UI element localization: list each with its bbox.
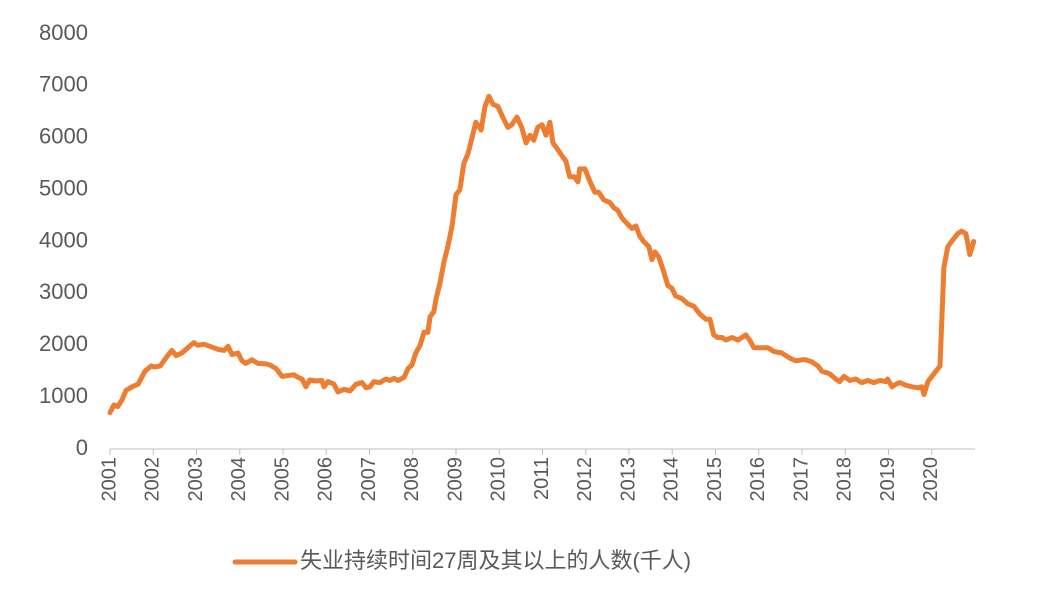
y-tick-label: 3000 xyxy=(39,279,88,304)
x-tick-label: 2020 xyxy=(920,457,942,502)
legend-label: 失业持续时间27周及其以上的人数(千人) xyxy=(300,548,691,573)
x-tick-label: 2006 xyxy=(315,457,337,502)
x-tick-label: 2013 xyxy=(617,457,639,502)
x-tick-label: 2014 xyxy=(661,457,683,502)
x-tick-label: 2003 xyxy=(185,457,207,502)
y-tick-label: 7000 xyxy=(39,72,88,97)
y-tick-label: 1000 xyxy=(39,383,88,408)
x-tick-label: 2002 xyxy=(142,457,164,502)
y-tick-label: 2000 xyxy=(39,331,88,356)
y-tick-label: 0 xyxy=(76,435,88,460)
x-tick-label: 2018 xyxy=(834,457,856,502)
line-series xyxy=(107,93,977,416)
x-tick-label: 2001 xyxy=(98,457,120,502)
x-tick-label: 2012 xyxy=(574,457,596,502)
x-tick-label: 2010 xyxy=(488,457,510,502)
x-tick-label: 2019 xyxy=(877,457,899,502)
x-tick-label: 2017 xyxy=(790,457,812,502)
x-tick-label: 2015 xyxy=(704,457,726,502)
x-tick-label: 2011 xyxy=(531,457,553,500)
x-tick-label: 2004 xyxy=(228,457,250,502)
y-tick-label: 5000 xyxy=(39,175,88,200)
x-tick-label: 2009 xyxy=(444,457,466,502)
x-tick-label: 2005 xyxy=(271,457,293,502)
x-tick-label: 2007 xyxy=(358,457,380,502)
x-tick-label: 2016 xyxy=(747,457,769,502)
y-tick-label: 4000 xyxy=(39,227,88,252)
x-tick-label: 2008 xyxy=(401,457,423,502)
y-tick-label: 8000 xyxy=(39,20,88,45)
y-tick-label: 6000 xyxy=(39,124,88,149)
